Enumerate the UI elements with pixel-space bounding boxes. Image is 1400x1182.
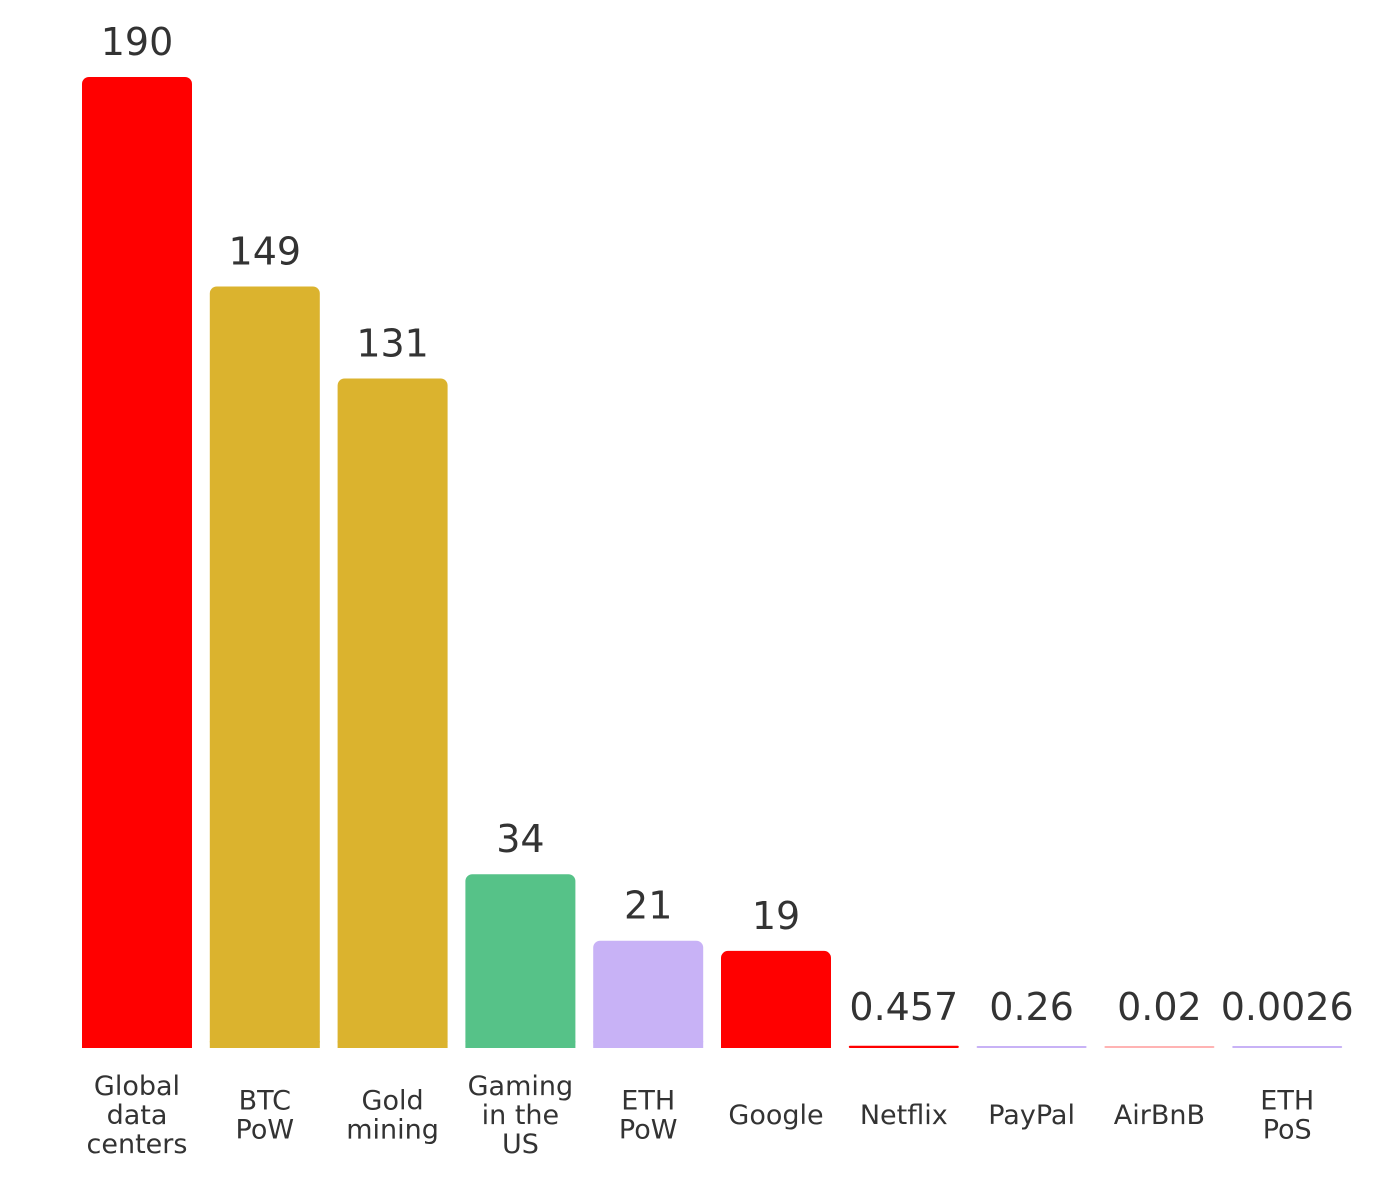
category-label-line: Gaming xyxy=(468,1071,574,1102)
category-label-airbnb: AirBnB xyxy=(1114,1100,1205,1131)
bar-btc-pow xyxy=(209,286,320,1048)
category-label-line: Global xyxy=(94,1071,180,1102)
bars xyxy=(82,77,1343,1048)
category-label-line: ETH xyxy=(621,1086,675,1117)
category-label-line: mining xyxy=(346,1115,439,1146)
category-label-gold-mining: Gold mining xyxy=(346,1086,439,1146)
bar-google xyxy=(721,950,831,1048)
category-label-line: PayPal xyxy=(988,1100,1075,1131)
category-label-gaming-in-the-us: Gaming in the US xyxy=(468,1071,574,1160)
bar-eth-pow xyxy=(593,940,704,1048)
value-labels: 190 149 131 34 21 19 0.457 0.26 0.02 0.0026 xyxy=(101,20,1354,1029)
category-label-line: AirBnB xyxy=(1114,1100,1205,1131)
value-label-airbnb: 0.02 xyxy=(1117,985,1202,1029)
value-label-netflix: 0.457 xyxy=(849,985,958,1029)
bar-base-gaming-in-the-us xyxy=(465,1041,576,1048)
bar-base-google xyxy=(721,1041,831,1048)
value-label-google: 19 xyxy=(752,894,800,938)
category-label-paypal: PayPal xyxy=(988,1100,1075,1131)
bar-base-global-data-centers xyxy=(82,1041,192,1048)
bar-eth-pos xyxy=(1232,1046,1343,1048)
category-label-line: US xyxy=(502,1129,539,1160)
category-label-line: ETH xyxy=(1260,1086,1314,1117)
category-label-line: in the xyxy=(482,1100,560,1131)
bar-paypal xyxy=(976,1046,1087,1048)
category-label-line: Google xyxy=(728,1100,823,1131)
category-label-netflix: Netflix xyxy=(860,1100,948,1131)
category-label-line: PoW xyxy=(236,1115,295,1146)
category-label-eth-pos: ETH PoS xyxy=(1260,1086,1314,1146)
category-label-eth-pow: ETH PoW xyxy=(619,1086,678,1146)
value-label-paypal: 0.26 xyxy=(989,985,1074,1029)
category-label-btc-pow: BTC PoW xyxy=(236,1086,295,1146)
category-label-line: PoS xyxy=(1263,1115,1312,1146)
bar-global-data-centers xyxy=(82,77,192,1048)
value-label-gaming-in-the-us: 34 xyxy=(496,817,544,861)
bar-netflix xyxy=(848,1045,959,1048)
category-label-line: centers xyxy=(87,1129,188,1160)
bar-base-btc-pow xyxy=(209,1041,320,1048)
category-label-line: Gold xyxy=(362,1086,424,1117)
category-label-google: Google xyxy=(728,1100,823,1131)
value-label-global-data-centers: 190 xyxy=(101,20,174,64)
value-label-eth-pos: 0.0026 xyxy=(1221,985,1354,1029)
category-label-line: Netflix xyxy=(860,1100,948,1131)
category-label-line: PoW xyxy=(619,1115,678,1146)
bar-base-eth-pow xyxy=(593,1041,704,1048)
bar-base-gold-mining xyxy=(337,1041,448,1048)
value-label-eth-pow: 21 xyxy=(624,884,672,928)
category-label-global-data-centers: Global data centers xyxy=(87,1071,188,1160)
bar-gaming-in-the-us xyxy=(465,874,576,1048)
value-label-btc-pow: 149 xyxy=(229,230,302,274)
value-label-gold-mining: 131 xyxy=(356,322,429,366)
category-label-line: BTC xyxy=(239,1086,291,1117)
bar-airbnb xyxy=(1104,1046,1215,1048)
category-label-line: data xyxy=(107,1100,168,1131)
bar-gold-mining xyxy=(337,378,448,1048)
